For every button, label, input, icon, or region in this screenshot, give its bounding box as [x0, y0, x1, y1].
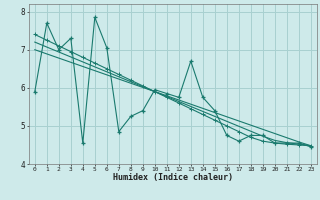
X-axis label: Humidex (Indice chaleur): Humidex (Indice chaleur): [113, 173, 233, 182]
